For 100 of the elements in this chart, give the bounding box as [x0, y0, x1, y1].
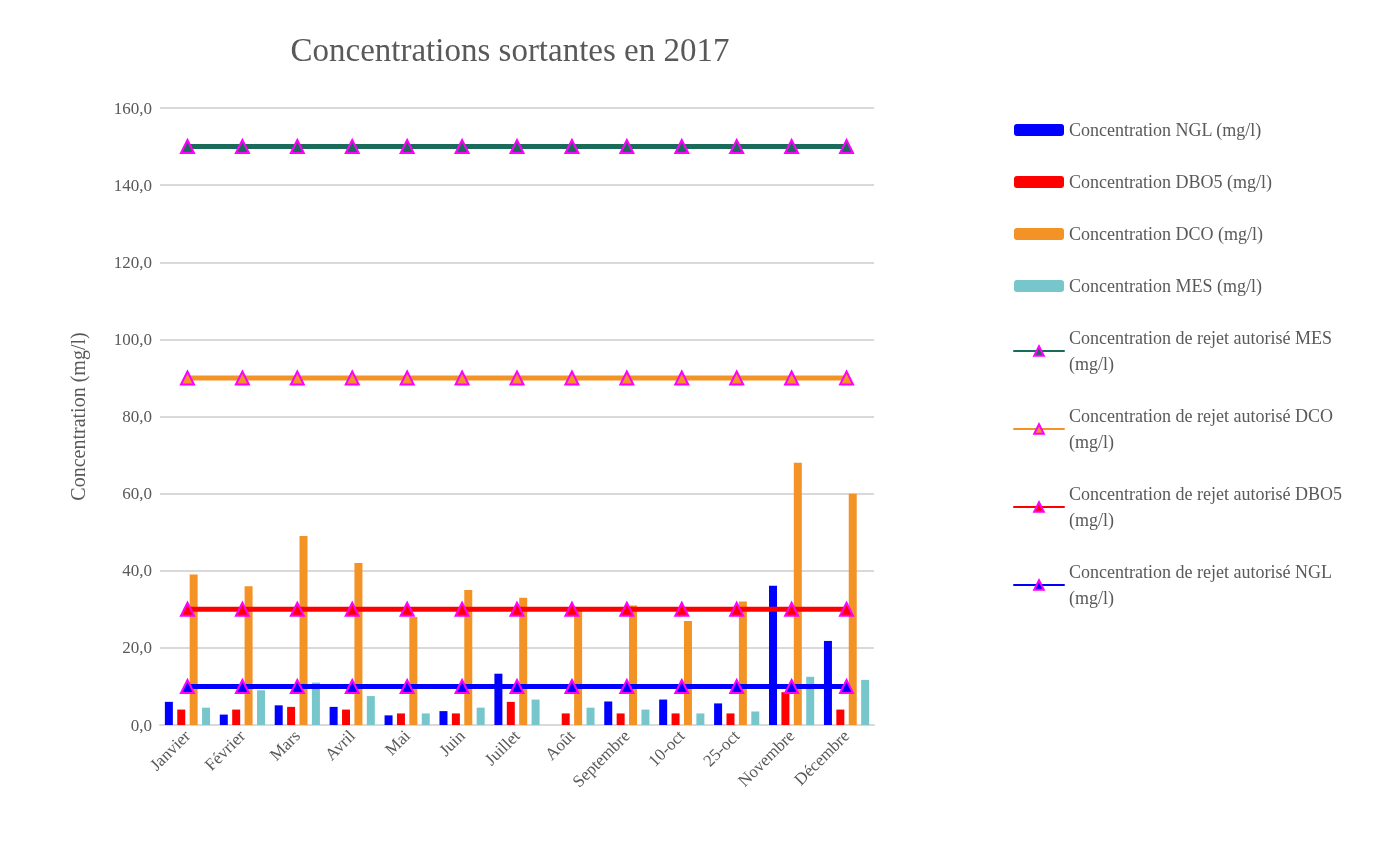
point: [454, 678, 470, 694]
point: [399, 139, 415, 155]
point: [289, 601, 305, 617]
bar: [219, 714, 228, 725]
bar: [287, 706, 296, 725]
point: [234, 139, 250, 155]
point: [729, 139, 745, 155]
point: [839, 139, 855, 155]
point: [839, 678, 855, 694]
point: [234, 370, 250, 386]
bar: [299, 536, 308, 725]
bar: [177, 709, 186, 725]
point: [784, 601, 800, 617]
bar: [659, 699, 668, 725]
point: [564, 601, 580, 617]
point: [399, 678, 415, 694]
point: [234, 601, 250, 617]
bar: [476, 707, 485, 725]
bar: [683, 620, 692, 725]
point: [674, 370, 690, 386]
point: [344, 370, 360, 386]
bar: [439, 711, 448, 725]
point: [179, 370, 195, 386]
legend-label: Concentration DBO5 (mg/l): [1069, 172, 1272, 193]
bar: [164, 701, 173, 725]
legend-label: Concentration NGL (mg/l): [1069, 120, 1262, 141]
bar: [366, 696, 375, 725]
bar: [781, 692, 790, 725]
bar: [396, 713, 405, 725]
bar: [616, 713, 625, 725]
point: [784, 370, 800, 386]
point: [344, 678, 360, 694]
bar: [354, 563, 363, 725]
bar: [848, 493, 857, 725]
point: [564, 139, 580, 155]
bar: [671, 713, 680, 725]
point: [289, 370, 305, 386]
point: [454, 601, 470, 617]
point: [179, 678, 195, 694]
y-tick-label: 100,0: [113, 329, 152, 349]
point: [399, 601, 415, 617]
legend-label: Concentration de rejet autorisé DBO5 (mg/l): [1069, 484, 1347, 531]
bar: [409, 617, 418, 725]
bar: [586, 707, 595, 725]
bar: [256, 690, 265, 725]
point: [839, 370, 855, 386]
y-tick-label: 60,0: [122, 484, 152, 504]
point: [509, 601, 525, 617]
y-tick-label: 40,0: [122, 561, 152, 581]
point: [454, 139, 470, 155]
legend-label: Concentration de rejet autorisé DCO (mg/l): [1069, 406, 1338, 453]
point: [399, 370, 415, 386]
bar: [329, 706, 338, 725]
bar: [274, 705, 283, 725]
point: [454, 370, 470, 386]
bar: [421, 713, 430, 725]
bar: [696, 713, 705, 725]
bar: [751, 711, 760, 725]
bar: [604, 701, 613, 725]
bar: [726, 713, 735, 725]
bar: [861, 679, 870, 725]
bar: [714, 703, 723, 725]
point: [289, 678, 305, 694]
point: [289, 139, 305, 155]
y-tick-label: 160,0: [113, 98, 152, 118]
point: [619, 370, 635, 386]
point: [729, 601, 745, 617]
point: [564, 370, 580, 386]
point: [619, 139, 635, 155]
y-tick-label: 120,0: [113, 252, 152, 272]
bar: [561, 713, 570, 725]
bar: [641, 709, 650, 725]
legend-label: Concentration DCO (mg/l): [1069, 224, 1263, 245]
x-tick-label: Mai: [381, 726, 415, 760]
point: [619, 678, 635, 694]
legend-label: Concentration de rejet autorisé MES (mg/l): [1069, 328, 1337, 375]
point: [179, 139, 195, 155]
bar: [189, 574, 198, 725]
y-tick-label: 20,0: [122, 638, 152, 658]
y-tick-label: 80,0: [122, 407, 152, 426]
chart-title: Concentrations sortantes en 2017: [290, 31, 730, 68]
bar: [384, 715, 393, 725]
point: [674, 601, 690, 617]
point: [784, 139, 800, 155]
legend-label: Concentration MES (mg/l): [1069, 276, 1262, 297]
y-tick-label: 0,0: [130, 715, 152, 735]
legend-label: Concentration de rejet autorisé NGL (mg/l): [1069, 562, 1336, 609]
bar: [232, 709, 241, 725]
point: [674, 678, 690, 694]
point: [784, 678, 800, 694]
point: [674, 139, 690, 155]
bar: [793, 462, 802, 725]
point: [344, 601, 360, 617]
point: [564, 678, 580, 694]
point: [509, 370, 525, 386]
y-axis-title: Concentration (mg/l): [67, 332, 90, 501]
bar: [836, 709, 845, 725]
point: [729, 678, 745, 694]
point: [729, 370, 745, 386]
point: [509, 139, 525, 155]
